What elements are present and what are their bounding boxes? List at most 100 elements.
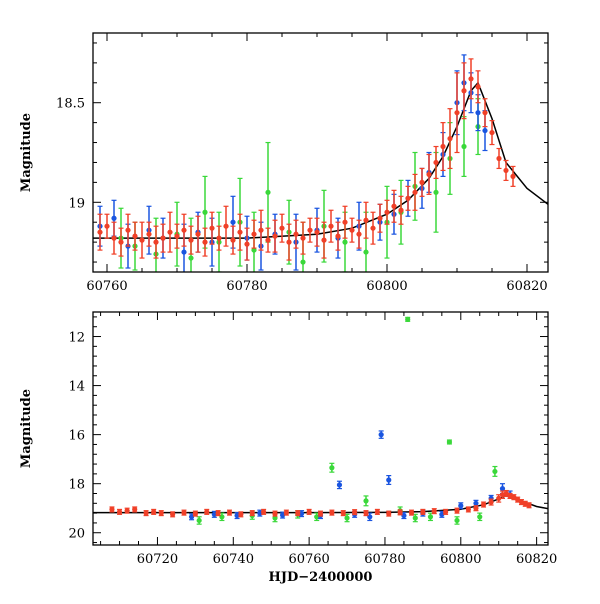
data-point-red — [204, 509, 210, 515]
data-point-red — [440, 143, 446, 150]
data-point-red — [272, 233, 278, 239]
x-tick-label: 60800 — [440, 552, 481, 567]
data-point-blue — [458, 503, 464, 509]
data-point-green — [363, 249, 369, 255]
data-point-red — [473, 505, 479, 511]
data-point-green — [405, 316, 411, 322]
x-tick-label: 60720 — [137, 552, 178, 567]
data-point-red — [139, 237, 145, 243]
data-point-red — [314, 229, 320, 235]
x-tick-label: 60760 — [86, 279, 127, 294]
data-point-red — [489, 129, 495, 136]
y-tick-label: 16 — [68, 429, 85, 444]
data-point-red — [328, 223, 334, 229]
data-point-red — [181, 227, 187, 233]
data-point-green — [454, 517, 460, 524]
data-point-blue — [298, 511, 305, 517]
data-point-red — [419, 179, 425, 185]
data-point-blue — [475, 110, 481, 116]
data-point-green — [196, 517, 202, 524]
data-point-red — [244, 241, 250, 247]
data-point-blue — [336, 482, 343, 488]
data-point-blue — [230, 219, 236, 225]
data-point-red — [258, 227, 264, 233]
data-point-red — [230, 237, 236, 243]
data-point-red — [342, 219, 348, 225]
data-point-green — [344, 515, 350, 521]
data-point-red — [153, 239, 159, 245]
y-axis-title: Magnitude — [19, 113, 34, 192]
data-point-red — [317, 511, 324, 517]
data-point-red — [386, 511, 392, 517]
data-point-blue — [439, 511, 445, 517]
data-point-red — [202, 239, 208, 245]
data-point-blue — [279, 512, 286, 518]
data-point-red — [286, 239, 292, 245]
data-point-red — [261, 509, 267, 515]
data-point-red — [300, 235, 306, 241]
data-point-red — [329, 510, 335, 516]
data-point-red — [251, 231, 257, 237]
data-point-red — [293, 231, 299, 237]
y-tick-label: 18.5 — [56, 97, 85, 112]
data-point-red — [124, 508, 130, 514]
y-axis-title: Magnitude — [19, 389, 34, 468]
y-tick-label: 19 — [68, 196, 85, 211]
data-point-red — [335, 233, 341, 239]
data-point-green — [461, 143, 467, 150]
data-point-red — [374, 509, 380, 515]
data-point-red — [461, 88, 467, 94]
plot-area — [93, 316, 548, 525]
data-point-red — [503, 490, 509, 497]
x-tick-label: 60800 — [366, 279, 407, 294]
data-point-red — [125, 227, 131, 233]
data-point-red — [97, 229, 103, 235]
data-point-green — [342, 239, 348, 245]
data-point-red — [526, 502, 532, 508]
data-point-red — [279, 225, 285, 231]
data-point-red — [426, 171, 432, 178]
data-point-red — [151, 509, 157, 515]
data-point-red — [167, 229, 173, 235]
data-point-green — [477, 514, 483, 520]
data-point-red — [181, 510, 187, 516]
data-point-red — [468, 76, 474, 82]
x-tick-label: 60820 — [506, 279, 547, 294]
data-point-red — [384, 209, 390, 215]
data-point-red — [515, 497, 521, 503]
data-point-red — [370, 225, 376, 231]
data-point-blue — [473, 500, 479, 506]
x-axis-title: HJD−2400000 — [269, 570, 373, 585]
data-point-green — [492, 468, 498, 475]
data-point-red — [295, 510, 301, 516]
data-point-blue — [111, 215, 117, 221]
data-point-red — [249, 510, 255, 516]
y-tick-label: 18 — [68, 478, 85, 493]
data-point-red — [397, 509, 403, 515]
data-point-red — [511, 494, 517, 500]
y-tick-label: 20 — [68, 527, 85, 542]
data-point-red — [398, 207, 404, 213]
data-point-red — [510, 173, 516, 179]
data-point-red — [454, 508, 460, 514]
data-point-red — [223, 223, 229, 229]
data-point-green — [363, 498, 369, 504]
data-point-blue — [499, 485, 506, 492]
data-point-red — [237, 229, 243, 235]
data-point-red — [488, 499, 494, 505]
data-point-red — [265, 237, 271, 243]
data-point-green — [433, 189, 439, 195]
data-point-red — [104, 223, 110, 229]
data-point-red — [174, 233, 180, 239]
data-point-red — [158, 510, 164, 516]
data-point-blue — [378, 432, 384, 438]
y-tick-label: 12 — [68, 331, 85, 346]
data-point-red — [431, 508, 437, 514]
data-point-red — [496, 495, 502, 501]
data-point-red — [132, 506, 138, 513]
data-point-green — [272, 515, 278, 521]
data-point-red — [340, 510, 346, 516]
data-point-red — [443, 509, 449, 515]
data-point-red — [192, 511, 198, 517]
data-point-green — [300, 259, 306, 265]
